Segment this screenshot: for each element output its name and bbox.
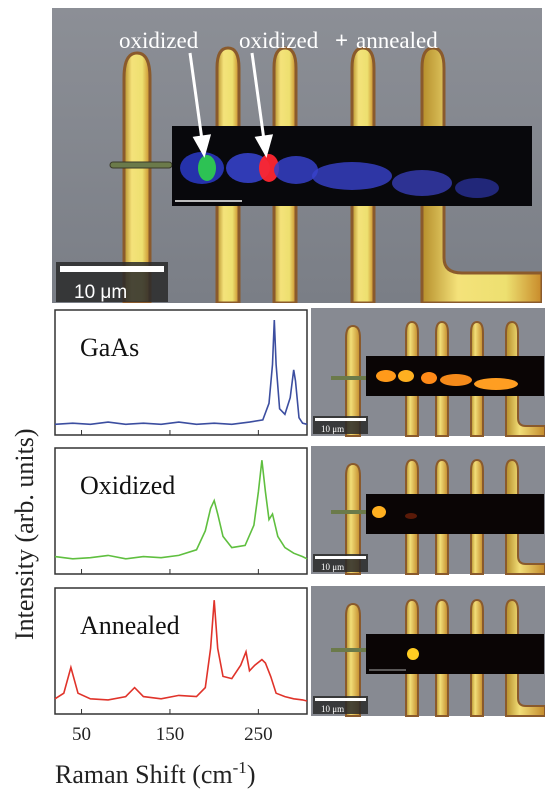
- top-optical-image: 10 μm oxidized oxidized + annealed: [52, 8, 542, 303]
- panel-frame-gaas: [54, 309, 308, 436]
- x-tick-label: 250: [244, 724, 273, 745]
- series-line-oxidized: [54, 460, 308, 560]
- side-map-scale-3: 10 μm: [321, 704, 344, 714]
- electrode-1: [122, 51, 152, 303]
- spectra-panels: Intensity (arb. units) GaAs Oxidized Ann…: [10, 309, 308, 789]
- series-line-annealed: [54, 600, 308, 702]
- panel-label-oxidized: Oxidized: [80, 471, 175, 500]
- label-annealed: annealed: [356, 28, 438, 53]
- side-map-annealed: 10 μm: [311, 586, 545, 717]
- electrode-5: [420, 46, 542, 303]
- x-tick-label: 150: [156, 724, 185, 745]
- arrow-oxidized-annealed: [250, 52, 266, 141]
- panel-frame-annealed: [54, 587, 308, 715]
- panel-frame-oxidized: [54, 447, 308, 575]
- label-plus: +: [335, 28, 348, 53]
- scale-bar: [60, 266, 164, 272]
- side-maps: 10 μm 10 μm: [311, 308, 545, 717]
- nanowire: [109, 161, 173, 169]
- series-line-gaas: [54, 319, 308, 426]
- label-oxidized-2: oxidized: [239, 28, 319, 53]
- side-map-scale-1: 10 μm: [321, 424, 344, 434]
- arrow-head-oxidized: [192, 134, 212, 158]
- x-axis-label: Raman Shift (cm-1): [55, 758, 255, 789]
- scale-bar-label: 10 μm: [74, 282, 127, 303]
- panel-label-annealed: Annealed: [80, 611, 180, 640]
- x-tick-label: 50: [72, 724, 91, 745]
- panel-label-gaas: GaAs: [80, 333, 139, 362]
- arrows: [188, 52, 274, 158]
- side-map-scale-2: 10 μm: [321, 562, 344, 572]
- side-map-oxidized: 10 μm: [311, 446, 545, 575]
- side-map-gaas: 10 μm: [311, 308, 545, 437]
- raman-map-blobs: [180, 152, 499, 198]
- arrow-head-oxidized-annealed: [254, 134, 274, 158]
- arrow-oxidized: [188, 52, 204, 141]
- y-axis-label: Intensity (arb. units): [10, 428, 39, 640]
- label-oxidized: oxidized: [119, 28, 199, 53]
- x-axis-ticks: 50 150 250: [72, 430, 273, 745]
